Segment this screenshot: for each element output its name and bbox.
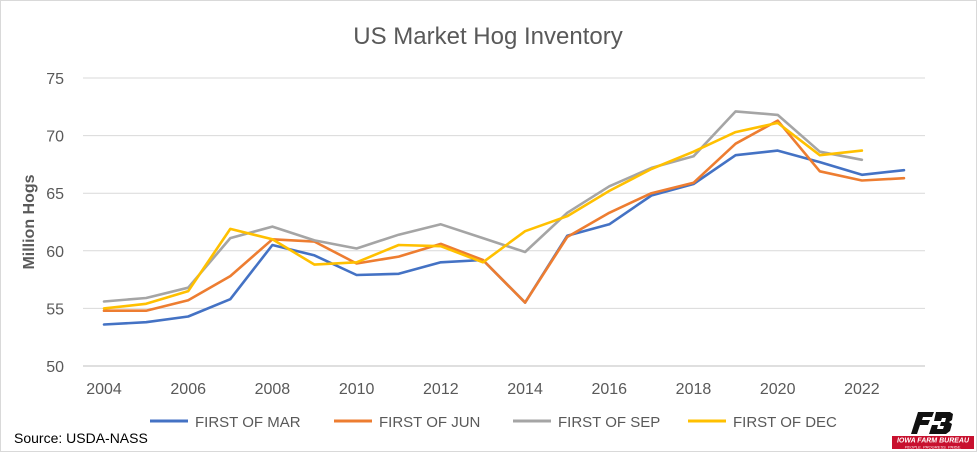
y-tick-labels: 50 55 60 65 70 75 bbox=[46, 71, 64, 376]
iowa-farm-bureau-logo: IOWA FARM BUREAU PEOPLE. PROGRESS. PRIDE… bbox=[892, 412, 974, 449]
series-line-2 bbox=[102, 119, 906, 313]
series-lines bbox=[102, 110, 906, 326]
y-tick-label: 70 bbox=[46, 129, 64, 146]
legend-label: FIRST OF DEC bbox=[733, 414, 837, 431]
logo-main-text: IOWA FARM BUREAU bbox=[897, 438, 970, 445]
fb-logo-icon bbox=[911, 412, 953, 434]
x-tick-label: 2004 bbox=[86, 381, 122, 398]
legend: FIRST OF MAR FIRST OF JUN FIRST OF SEP FIRS… bbox=[150, 414, 837, 431]
legend-label: FIRST OF MAR bbox=[195, 414, 301, 431]
logo-tagline: PEOPLE. PROGRESS. PRIDE. bbox=[905, 444, 961, 449]
y-tick-label: 75 bbox=[46, 71, 64, 88]
legend-label: FIRST OF SEP bbox=[558, 414, 660, 431]
x-tick-label: 2020 bbox=[760, 381, 796, 398]
y-tick-label: 50 bbox=[46, 359, 64, 376]
x-tick-label: 2014 bbox=[507, 381, 543, 398]
chart-title: US Market Hog Inventory bbox=[353, 23, 622, 50]
x-tick-label: 2008 bbox=[255, 381, 291, 398]
x-tick-label: 2022 bbox=[844, 381, 880, 398]
x-tick-label: 2016 bbox=[591, 381, 627, 398]
series-line-3 bbox=[102, 110, 864, 303]
x-tick-label: 2018 bbox=[676, 381, 712, 398]
y-tick-label: 55 bbox=[46, 301, 64, 318]
y-axis-label: Million Hogs bbox=[21, 174, 38, 269]
y-tick-label: 65 bbox=[46, 186, 64, 203]
x-tick-label: 2006 bbox=[170, 381, 206, 398]
source-note: Source: USDA-NASS bbox=[14, 430, 148, 446]
gridlines bbox=[83, 77, 925, 367]
legend-label: FIRST OF JUN bbox=[379, 414, 480, 431]
x-tick-label: 2012 bbox=[423, 381, 459, 398]
y-tick-label: 60 bbox=[46, 244, 64, 261]
x-tick-label: 2010 bbox=[339, 381, 375, 398]
series-line-4 bbox=[102, 121, 864, 310]
x-tick-labels: 2004 2006 2008 2010 2012 2014 2016 2018 2020 2022 bbox=[86, 381, 880, 398]
